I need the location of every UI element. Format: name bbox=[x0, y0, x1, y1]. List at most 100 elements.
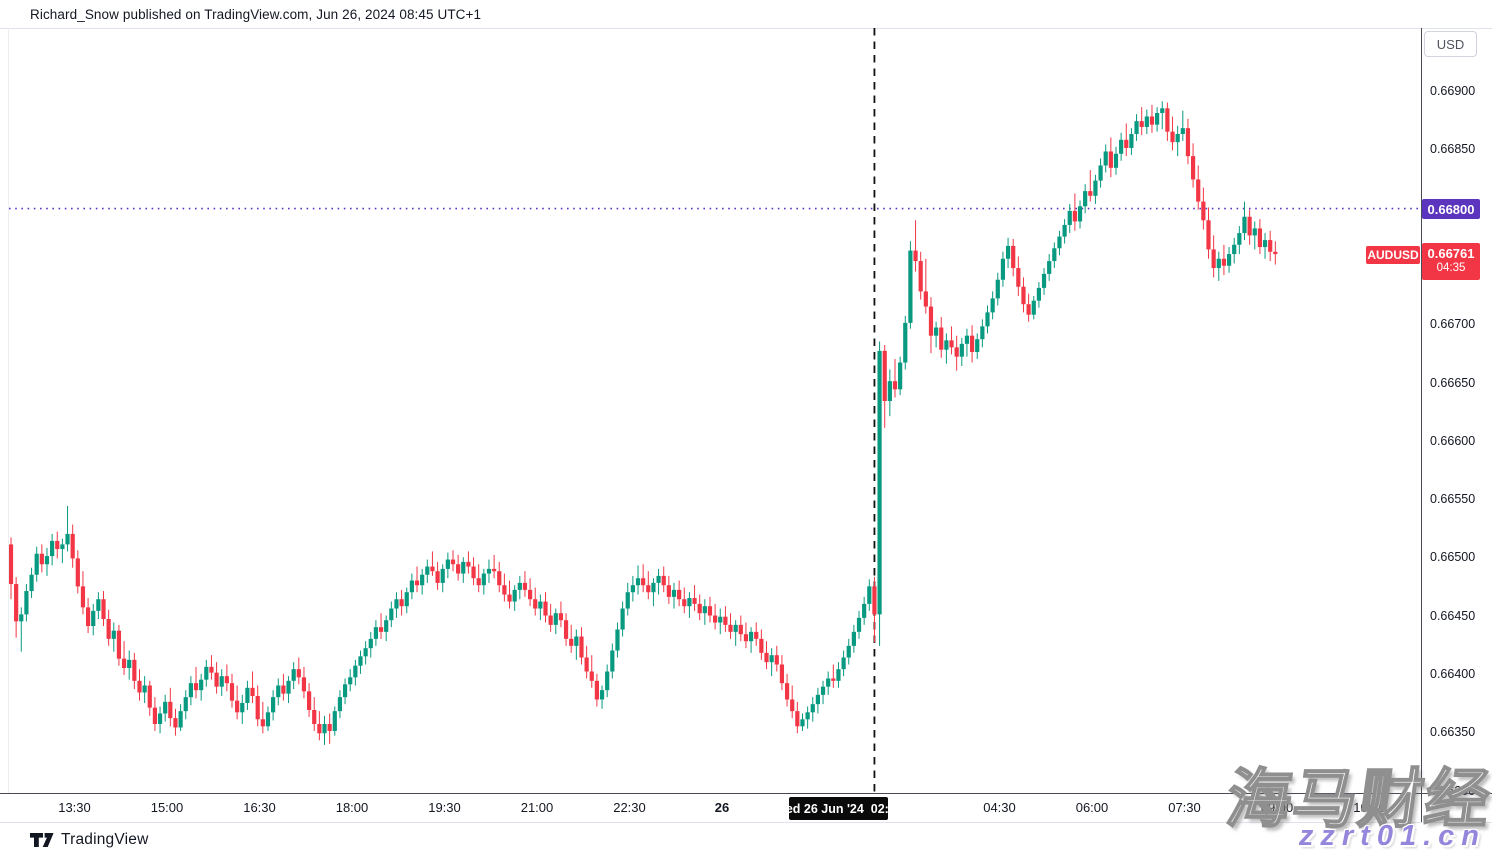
candle-body bbox=[1216, 258, 1221, 269]
candle-body bbox=[255, 695, 260, 720]
candle-body bbox=[882, 350, 887, 401]
candle-body bbox=[1124, 139, 1129, 148]
candle-body bbox=[1134, 121, 1139, 134]
candle-body bbox=[260, 719, 265, 727]
footer: TradingView bbox=[30, 831, 149, 849]
price-tick-label: 0.66400 bbox=[1430, 667, 1476, 681]
candle-body bbox=[790, 699, 795, 712]
candle-body bbox=[507, 594, 512, 602]
tradingview-brand-link[interactable]: TradingView bbox=[61, 831, 149, 848]
candle-body bbox=[841, 657, 846, 670]
candle-body bbox=[584, 657, 589, 672]
candle-body bbox=[918, 261, 923, 292]
tradingview-logo-icon[interactable] bbox=[30, 832, 54, 848]
candle-body bbox=[440, 568, 445, 583]
last-price-badge: 0.66761 04:35 bbox=[1422, 243, 1480, 280]
time-tick-label: 09:00 bbox=[1260, 800, 1294, 815]
candle-body bbox=[1247, 216, 1252, 236]
candle-body bbox=[101, 599, 106, 620]
candle-body bbox=[1226, 254, 1232, 266]
currency-toggle-button[interactable]: USD bbox=[1424, 31, 1477, 57]
candle-body bbox=[620, 608, 625, 630]
candle-body bbox=[985, 312, 990, 327]
time-tick-label: 21:00 bbox=[520, 800, 554, 815]
candle-body bbox=[157, 713, 163, 724]
candle-body bbox=[964, 335, 970, 344]
candle-body bbox=[1139, 121, 1144, 127]
candle-body bbox=[317, 723, 322, 734]
candle-body bbox=[641, 578, 646, 586]
candle-body bbox=[121, 658, 127, 669]
candle-body bbox=[1047, 261, 1052, 274]
candle-body bbox=[44, 556, 50, 565]
candle-body bbox=[353, 665, 358, 678]
candle-body bbox=[769, 655, 774, 663]
candle-body bbox=[14, 584, 19, 622]
candle-body bbox=[445, 559, 450, 569]
candle-body bbox=[1211, 249, 1216, 269]
candle-body bbox=[80, 586, 86, 608]
candle-body bbox=[826, 678, 831, 687]
candle-body bbox=[1129, 133, 1134, 148]
time-tick-label: 04:30 bbox=[983, 800, 1016, 815]
candle-body bbox=[589, 671, 594, 681]
candle-body bbox=[116, 630, 122, 659]
candle-body bbox=[1005, 245, 1011, 259]
candle-body bbox=[959, 343, 964, 357]
candle-body bbox=[980, 326, 985, 340]
candle-body bbox=[836, 669, 841, 681]
candle-body bbox=[394, 599, 399, 609]
candle-body bbox=[682, 599, 687, 607]
candle-body bbox=[574, 636, 579, 646]
candlestick-layer[interactable] bbox=[8, 28, 1422, 793]
candle-body bbox=[178, 711, 183, 728]
candle-body bbox=[240, 702, 245, 713]
candle-body bbox=[1011, 245, 1016, 269]
candle-body bbox=[1052, 248, 1057, 262]
candle-body bbox=[183, 697, 188, 712]
candle-body bbox=[142, 685, 147, 693]
candle-body bbox=[599, 690, 605, 700]
symbol-price-label: AUDUSD bbox=[1366, 246, 1420, 264]
candle-body bbox=[1237, 233, 1242, 245]
candle-body bbox=[975, 339, 980, 353]
candle-body bbox=[39, 553, 44, 565]
crosshair-time-badge: Wed 26 Jun '24 02:25 bbox=[774, 797, 903, 820]
candle-body bbox=[579, 636, 584, 658]
time-tick-label: 10:30 bbox=[1353, 800, 1386, 815]
candle-body bbox=[1098, 165, 1103, 181]
candle-body bbox=[810, 704, 815, 713]
candle-body bbox=[949, 340, 954, 348]
candle-body bbox=[856, 617, 862, 632]
candle-body bbox=[492, 568, 497, 572]
candle-body bbox=[1257, 228, 1262, 248]
candle-body bbox=[1144, 116, 1149, 127]
candle-body bbox=[815, 694, 821, 705]
candle-body bbox=[527, 589, 533, 600]
candle-body bbox=[939, 327, 944, 350]
candle-body bbox=[707, 606, 713, 616]
candle-body bbox=[887, 381, 892, 401]
candle-body bbox=[404, 592, 409, 607]
candle-body bbox=[466, 561, 471, 567]
candle-body bbox=[286, 680, 291, 694]
bar-countdown: 04:35 bbox=[1436, 262, 1466, 275]
candle-body bbox=[348, 677, 353, 685]
candle-body bbox=[651, 582, 656, 593]
candle-body bbox=[661, 575, 666, 586]
candle-body bbox=[19, 614, 24, 622]
candle-body bbox=[1000, 258, 1006, 280]
candle-body bbox=[1088, 191, 1093, 196]
candle-body bbox=[1119, 139, 1124, 154]
candle-body bbox=[1252, 228, 1257, 236]
candle-body bbox=[558, 613, 564, 621]
candle-body bbox=[656, 575, 661, 583]
candle-body bbox=[1016, 268, 1021, 287]
candle-body bbox=[517, 582, 522, 590]
candle-body bbox=[502, 585, 507, 595]
candle-body bbox=[235, 700, 240, 713]
candle-body bbox=[96, 599, 101, 611]
attribution-text: Richard_Snow published on TradingView.co… bbox=[30, 7, 482, 22]
time-tick-label: 15:00 bbox=[150, 800, 184, 815]
candle-body bbox=[954, 347, 959, 357]
